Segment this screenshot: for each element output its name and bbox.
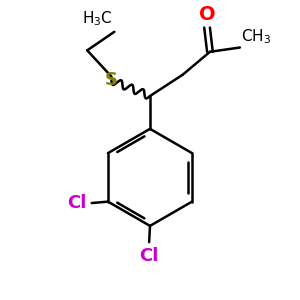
Text: O: O [199, 5, 215, 24]
Text: Cl: Cl [67, 194, 87, 212]
Text: S: S [105, 71, 118, 89]
Text: H$_3$C: H$_3$C [82, 9, 113, 28]
Text: Cl: Cl [139, 247, 158, 265]
Text: CH$_3$: CH$_3$ [241, 27, 272, 46]
